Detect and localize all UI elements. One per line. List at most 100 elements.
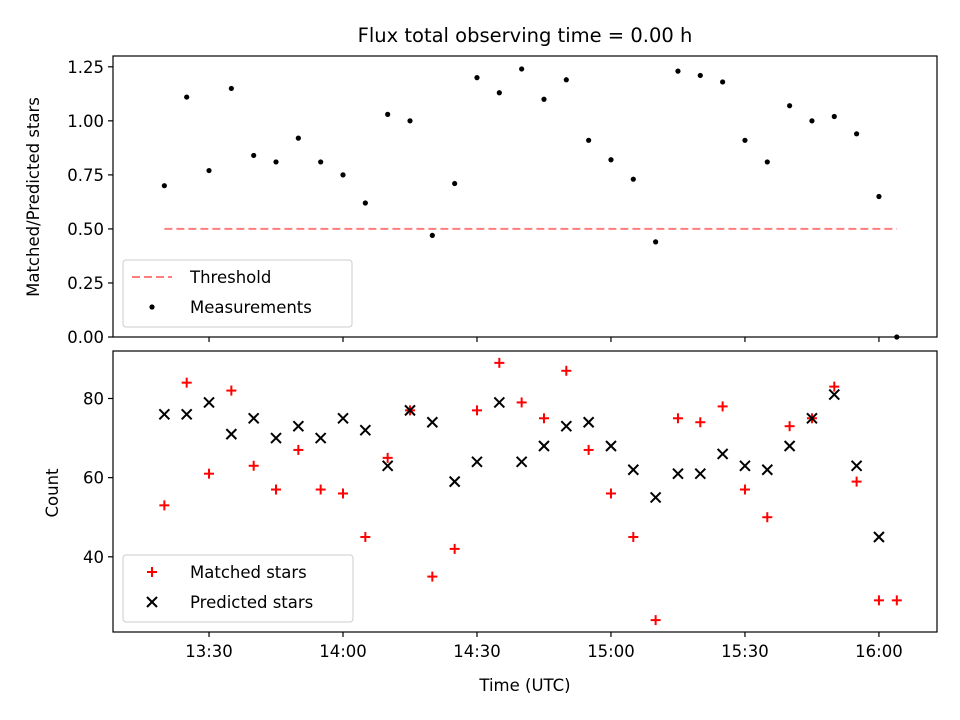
point-x-2-b [203,396,215,409]
y-tick-label: 1.25 [67,58,104,77]
point-x-5-b [270,432,282,444]
point-dot-19 [586,137,592,143]
point-dot-26 [742,137,748,143]
point-x-22 [649,491,662,504]
y-tick-label: 0.50 [67,220,104,239]
point-dot-7 [318,159,324,165]
point-plus-24 [695,417,706,428]
point-x-1-b [180,408,193,421]
point-x-1 [180,408,193,421]
y-tick-label: 0.00 [67,328,104,347]
bottom-y-axis-label: Count [43,468,62,518]
point-dot-16 [519,66,525,72]
point-x-32-b [873,531,885,543]
x-tick-label: 15:00 [587,642,635,661]
y-tick-label: 0.25 [67,274,104,293]
point-dot-25 [720,79,726,85]
point-x-7 [314,432,327,444]
point-plus-10 [382,452,393,463]
point-x-21 [627,464,640,476]
point-x-12-b [426,416,439,428]
point-x-9 [359,424,372,436]
point-x-3-b [225,428,238,440]
point-x-23 [672,467,684,480]
point-x-27 [761,464,773,476]
legend-dot-swatch [149,304,155,310]
point-x-10 [381,460,394,472]
x-tick-label: 13:30 [185,642,233,661]
point-dot-20 [608,157,614,163]
x-tick-label: 14:30 [453,642,501,661]
legend-label: Matched stars [190,563,307,582]
point-x-12 [426,416,439,428]
point-plus-6 [293,444,304,455]
point-x-17-b [538,440,550,452]
point-x-25-b [716,448,729,460]
point-x-11 [404,404,416,417]
point-x-32 [873,531,885,543]
point-plus-14 [471,405,482,416]
point-dot-27 [764,159,770,165]
point-dot-0 [161,183,167,189]
point-plus-8 [338,488,349,499]
point-x-11-b [404,404,416,417]
point-dot-11 [407,118,413,124]
point-dot-3 [228,85,234,92]
point-plus-21 [628,532,639,543]
legend-label: Threshold [189,268,271,287]
point-dot-28 [787,103,793,109]
point-x-4 [247,412,260,424]
point-plus-18 [561,365,572,376]
top-y-axis-label: Matched/Predicted stars [24,97,43,297]
point-dot-22 [653,239,659,245]
point-dot-29 [809,118,815,124]
legend-box [122,259,353,328]
point-x-18-b [560,420,573,432]
point-dot-32 [876,193,882,200]
point-dot-21 [630,176,636,182]
point-x-8 [337,412,349,424]
point-dot-14 [474,75,480,81]
y-tick-label: 80 [83,389,104,408]
point-x-13-b [448,475,461,488]
legend: Matched stars Predicted stars [122,554,354,623]
point-x-23-b [672,467,684,480]
point-plus-15 [494,357,505,368]
point-x-26 [739,460,751,472]
point-plus-1 [181,377,192,388]
point-x-28 [783,440,796,452]
y-tick-label: 60 [83,469,104,488]
point-dot-8 [340,172,346,178]
y-tick-label: 1.00 [67,112,104,131]
point-x-24 [694,467,707,480]
point-x-24-b [694,467,707,480]
point-x-30 [828,388,840,401]
bottom-panel: 40 60 80 13:30 14:00 14:30 15:00 15:30 16:00 Matc… [83,350,938,661]
point-plus-9 [360,532,371,543]
point-x-0-b [158,408,171,421]
x-axis-label: Time (UTC) [478,676,570,695]
top-panel: 0.00 0.25 0.50 0.75 1.00 1.25 Threshold Measure… [67,55,938,347]
point-x-31 [850,460,863,472]
point-dot-23 [675,68,681,74]
point-x-3 [225,428,238,440]
point-dot-13 [452,180,458,187]
point-plus-20 [605,488,616,499]
x-tick-label: 16:00 [855,642,903,661]
point-x-8-b [337,412,349,424]
legend-x-swatch-b [146,596,158,608]
point-x-15-b [493,396,506,409]
point-plus-12 [427,571,438,582]
point-x-26-b [739,460,751,472]
point-x-29-b [806,412,818,424]
plot-frame [112,55,938,338]
point-x-13 [448,475,461,488]
x-tick-label: 15:30 [721,642,769,661]
point-x-22-b [649,491,662,504]
point-plus-7 [315,484,326,495]
point-plus-17 [538,413,549,424]
x-tick-label: 14:00 [319,642,367,661]
point-x-17 [538,440,550,452]
point-x-21-b [627,464,640,476]
point-x-6 [292,420,305,432]
